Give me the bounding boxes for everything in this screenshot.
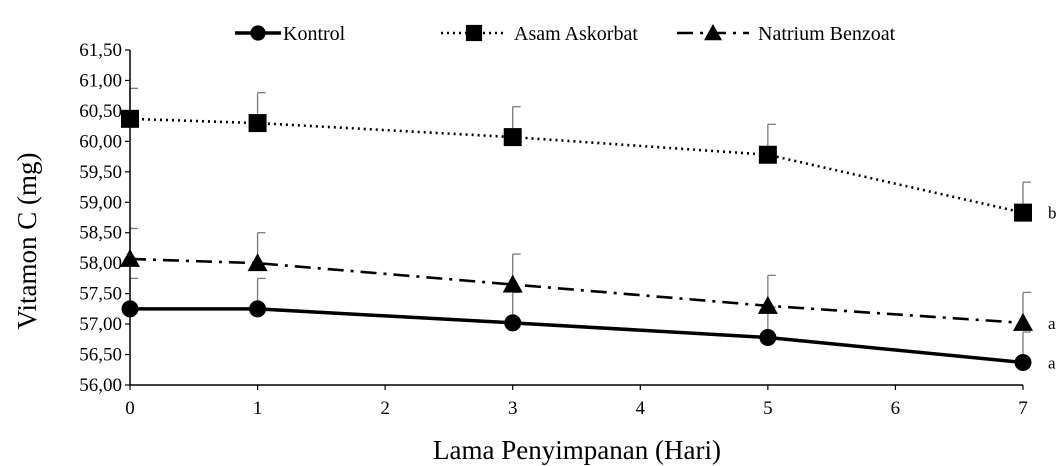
axes: [129, 50, 1023, 386]
y-tick-label: 58,00: [79, 253, 122, 274]
significance-labels: a b a: [1048, 204, 1057, 373]
data-point: [502, 274, 523, 293]
y-tick-label: 60,00: [79, 131, 122, 152]
legend-marker: [465, 24, 483, 42]
x-tick-label: 7: [1018, 398, 1028, 419]
y-tick-label: 61,00: [79, 70, 122, 91]
y-axis-ticks: 56,00 56,50 57,00 57,50 58,00 58,50 59,00 59,50…: [79, 40, 130, 396]
data-point: [504, 314, 522, 332]
legend-marker: [250, 25, 266, 41]
legend-label: Asam Askorbat: [514, 23, 638, 45]
data-point: [248, 114, 267, 133]
y-axis-title: Vitamon C (mg): [12, 153, 42, 330]
y-tick-label: 59,00: [79, 192, 122, 213]
legend-label: Natrium Benzoat: [758, 23, 896, 45]
chart-legend: Kontrol Asam Askorbat Natrium Benzoat: [235, 23, 896, 45]
data-point: [247, 253, 268, 272]
series-lines: [129, 117, 1024, 365]
y-tick-label: 56,50: [79, 345, 122, 366]
x-tick-label: 4: [636, 398, 646, 419]
data-point: [503, 128, 522, 147]
x-tick-label: 2: [380, 398, 390, 419]
significance-label: a: [1048, 353, 1056, 372]
data-markers: [120, 109, 1033, 371]
series-line: [130, 307, 1024, 365]
y-tick-label: 57,00: [79, 314, 122, 335]
data-point: [1014, 203, 1032, 222]
series-line: [129, 117, 1024, 214]
x-tick-label: 0: [125, 398, 135, 419]
x-axis-ticks: 0 1 2 3 4 5 6 7: [125, 385, 1028, 419]
x-axis-title: Lama Penyimpanan (Hari): [433, 435, 721, 465]
x-tick-label: 1: [253, 398, 263, 419]
data-point: [759, 328, 777, 346]
y-tick-label: 59,50: [79, 162, 122, 183]
data-point: [1014, 353, 1032, 371]
significance-label: a: [1048, 314, 1056, 333]
legend-marker: [704, 24, 722, 41]
y-tick-label: 58,50: [79, 223, 122, 244]
x-tick-label: 5: [763, 398, 773, 419]
data-point: [758, 145, 777, 164]
data-point: [1013, 312, 1033, 331]
y-tick-label: 61,50: [79, 40, 122, 61]
y-tick-label: 60,50: [79, 101, 122, 122]
y-tick-label: 56,00: [79, 375, 122, 396]
significance-label: b: [1048, 204, 1057, 223]
data-point: [757, 295, 778, 314]
x-tick-label: 3: [508, 398, 518, 419]
x-tick-label: 6: [891, 398, 901, 419]
legend-label: Kontrol: [283, 23, 346, 45]
data-point: [249, 300, 267, 318]
y-tick-label: 57,50: [79, 284, 122, 305]
